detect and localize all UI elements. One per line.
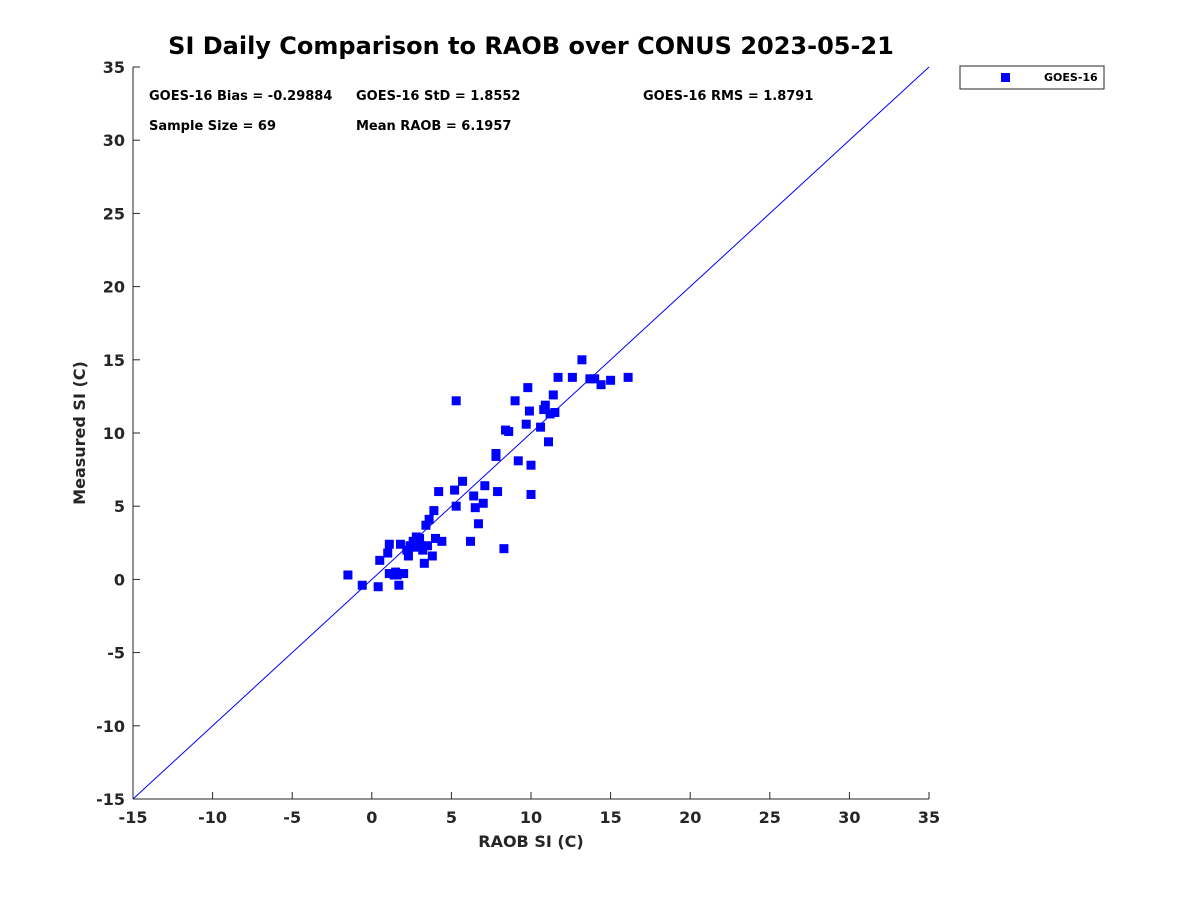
y-tick-label: 30 [103, 131, 125, 150]
data-point [357, 580, 367, 590]
data-point [434, 487, 444, 497]
data-point [429, 506, 439, 516]
x-tick-label: 5 [446, 808, 457, 827]
data-point [469, 491, 479, 501]
data-point [491, 451, 501, 461]
x-tick-label: -5 [283, 808, 301, 827]
y-tick-label: 15 [103, 351, 125, 370]
data-point [524, 406, 534, 416]
data-point [499, 544, 509, 554]
y-axis-label: Measured SI (C) [70, 361, 89, 505]
stat-mean-raob: Mean RAOB = 6.1957 [356, 119, 511, 134]
data-point [521, 419, 531, 429]
data-point [510, 396, 520, 406]
stat-rms: GOES-16 RMS = 1.8791 [643, 89, 813, 104]
stat-sample-size: Sample Size = 69 [149, 119, 276, 134]
axes [132, 66, 930, 800]
data-point [399, 569, 409, 579]
data-point [458, 476, 468, 486]
x-tick-label: 20 [679, 808, 701, 827]
data-point [395, 539, 405, 549]
data-point [424, 514, 434, 524]
y-tick-label: 20 [103, 278, 125, 297]
data-point [545, 409, 555, 419]
data-point [466, 536, 476, 546]
data-point [410, 542, 420, 552]
data-point [470, 503, 480, 513]
data-point [451, 501, 461, 511]
legend-box [959, 65, 1105, 90]
data-point [384, 569, 394, 579]
data-point [567, 372, 577, 382]
data-point [526, 460, 536, 470]
y-tick-label: -5 [107, 644, 125, 663]
data-point [430, 533, 440, 543]
x-tick-label: 15 [599, 808, 621, 827]
legend: GOES-16 [959, 65, 1105, 90]
x-tick-label: 30 [838, 808, 860, 827]
data-point [478, 498, 488, 508]
y-tick-label: -15 [96, 790, 125, 809]
stat-bias: GOES-16 Bias = -0.29884 [149, 89, 332, 104]
data-point [389, 570, 399, 580]
y-tick-label: -10 [96, 717, 125, 736]
y-tick-label: 0 [114, 570, 125, 589]
data-point [427, 551, 437, 561]
x-tick-label: 0 [366, 808, 377, 827]
data-point [423, 541, 433, 551]
data-point [577, 355, 587, 365]
y-tick-label: 35 [103, 58, 125, 77]
data-point [450, 485, 460, 495]
x-tick-label: 10 [520, 808, 542, 827]
y-tick-label: 10 [103, 424, 125, 443]
data-point [536, 422, 546, 432]
data-point [540, 400, 550, 410]
data-point [553, 372, 563, 382]
data-point [623, 372, 633, 382]
data-point [548, 390, 558, 400]
stats-annotations: GOES-16 Bias = -0.29884 GOES-16 StD = 1.… [149, 89, 813, 134]
data-point [526, 489, 536, 499]
data-point [451, 396, 461, 406]
x-tick-label: -10 [198, 808, 227, 827]
tick-labels: -15 -10 -5 0 5 10 15 20 25 30 35 -15 -10 -5 0 5 10 15 20 25… [96, 58, 940, 827]
data-point [373, 582, 383, 592]
data-point [585, 374, 595, 384]
data-point [480, 481, 490, 491]
data-point [544, 437, 554, 447]
data-point [415, 533, 425, 543]
data-point [418, 545, 428, 555]
data-point [394, 580, 404, 590]
data-point [473, 519, 483, 529]
stat-std: GOES-16 StD = 1.8552 [356, 89, 520, 104]
data-point [383, 548, 393, 558]
x-tick-label: -15 [119, 808, 148, 827]
legend-marker-square [1001, 73, 1010, 82]
data-point [523, 383, 533, 393]
data-point [513, 456, 523, 466]
y-tick-label: 5 [114, 497, 125, 516]
data-point [384, 539, 394, 549]
data-points [343, 355, 633, 592]
data-point [375, 555, 385, 565]
one-to-one-line [132, 66, 930, 800]
x-tick-label: 35 [918, 808, 940, 827]
data-point [606, 375, 616, 385]
x-axis-label: RAOB SI (C) [478, 832, 583, 851]
data-point [493, 487, 503, 497]
data-point [421, 520, 431, 530]
data-point [596, 380, 606, 390]
data-point [550, 408, 560, 418]
chart-title: SI Daily Comparison to RAOB over CONUS 2… [168, 32, 894, 60]
data-point [437, 536, 447, 546]
data-point [504, 427, 514, 437]
data-point [403, 551, 413, 561]
x-tick-label: 25 [759, 808, 781, 827]
data-point [419, 558, 429, 568]
data-point [343, 570, 353, 580]
data-point [590, 374, 600, 384]
legend-label: GOES-16 [1044, 71, 1098, 84]
y-tick-label: 25 [103, 204, 125, 223]
